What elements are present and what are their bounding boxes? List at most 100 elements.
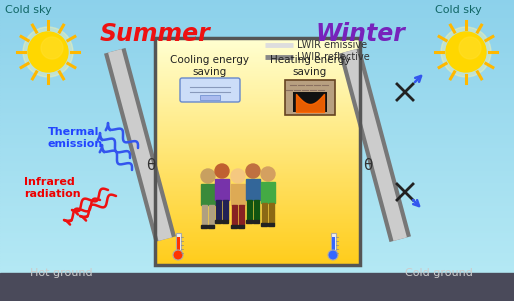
Bar <box>155 99 360 101</box>
Bar <box>0 65 514 68</box>
Bar <box>0 153 514 156</box>
Bar <box>155 208 360 210</box>
Bar <box>0 38 514 40</box>
Bar <box>0 145 514 148</box>
Bar <box>155 201 360 204</box>
Bar <box>0 206 514 208</box>
Bar <box>209 205 214 225</box>
Bar <box>0 100 514 103</box>
Bar <box>0 23 514 25</box>
Bar <box>155 197 360 199</box>
Bar <box>155 158 360 160</box>
Bar <box>155 70 360 72</box>
Text: θ: θ <box>146 157 156 172</box>
Circle shape <box>441 27 491 77</box>
Bar <box>155 111 360 113</box>
Bar <box>155 263 360 265</box>
Bar <box>155 120 360 122</box>
Bar <box>0 58 514 60</box>
Bar <box>0 80 514 83</box>
Bar <box>0 123 514 126</box>
Bar <box>0 25 514 28</box>
Bar <box>0 218 514 221</box>
Bar <box>0 118 514 120</box>
Bar <box>0 5 514 8</box>
Bar <box>0 221 514 223</box>
Bar <box>0 108 514 110</box>
Bar <box>0 10 514 13</box>
Bar <box>0 30 514 33</box>
Bar <box>246 179 260 200</box>
Bar <box>0 278 514 281</box>
Bar <box>155 190 360 192</box>
Bar <box>155 226 360 229</box>
Bar <box>155 83 360 86</box>
Bar <box>0 181 514 183</box>
Circle shape <box>246 164 260 178</box>
Bar <box>0 143 514 145</box>
Bar <box>0 115 514 118</box>
Bar <box>0 216 514 218</box>
Bar <box>0 55 514 58</box>
Bar <box>0 138 514 141</box>
Bar <box>215 179 229 200</box>
Bar <box>0 203 514 206</box>
Bar <box>155 170 360 172</box>
Bar <box>0 17 514 20</box>
Bar <box>0 15 514 17</box>
Bar <box>155 81 360 83</box>
Bar <box>0 156 514 158</box>
Bar <box>269 203 274 223</box>
Text: θ: θ <box>363 157 373 172</box>
Circle shape <box>173 250 183 260</box>
Bar <box>0 231 514 233</box>
Bar <box>232 205 237 225</box>
Bar <box>155 195 360 197</box>
Circle shape <box>215 164 229 178</box>
Bar <box>201 225 207 228</box>
Bar <box>0 148 514 150</box>
Bar <box>155 142 360 145</box>
Circle shape <box>328 250 338 260</box>
Bar <box>0 20 514 23</box>
Bar <box>0 246 514 248</box>
Bar <box>155 176 360 179</box>
Bar <box>261 182 275 203</box>
Bar <box>0 158 514 160</box>
Bar <box>0 135 514 138</box>
Bar <box>155 174 360 176</box>
Bar <box>0 98 514 100</box>
Bar <box>155 185 360 188</box>
Bar <box>155 38 360 40</box>
Text: LWIR emissive: LWIR emissive <box>297 40 367 50</box>
Bar <box>155 72 360 74</box>
Text: Heating energy
saving: Heating energy saving <box>270 55 350 76</box>
Bar <box>155 95 360 97</box>
Bar <box>155 254 360 256</box>
Bar <box>155 126 360 129</box>
Bar <box>0 28 514 30</box>
Bar <box>155 213 360 215</box>
Bar <box>0 253 514 256</box>
Bar <box>0 93 514 95</box>
Bar <box>0 90 514 93</box>
Bar <box>155 104 360 106</box>
Circle shape <box>23 27 73 77</box>
Bar <box>155 245 360 247</box>
Bar <box>155 122 360 124</box>
Bar <box>176 237 179 255</box>
Bar <box>0 233 514 236</box>
Text: Hot ground: Hot ground <box>30 268 93 278</box>
Bar <box>155 233 360 235</box>
Bar <box>155 260 360 263</box>
Bar <box>0 85 514 88</box>
Bar <box>0 35 514 38</box>
Bar <box>155 210 360 213</box>
Bar <box>155 113 360 115</box>
Bar <box>0 105 514 108</box>
Bar <box>0 213 514 216</box>
Bar <box>0 258 514 261</box>
Bar <box>0 141 514 143</box>
Bar <box>155 256 360 258</box>
Bar <box>0 73 514 75</box>
